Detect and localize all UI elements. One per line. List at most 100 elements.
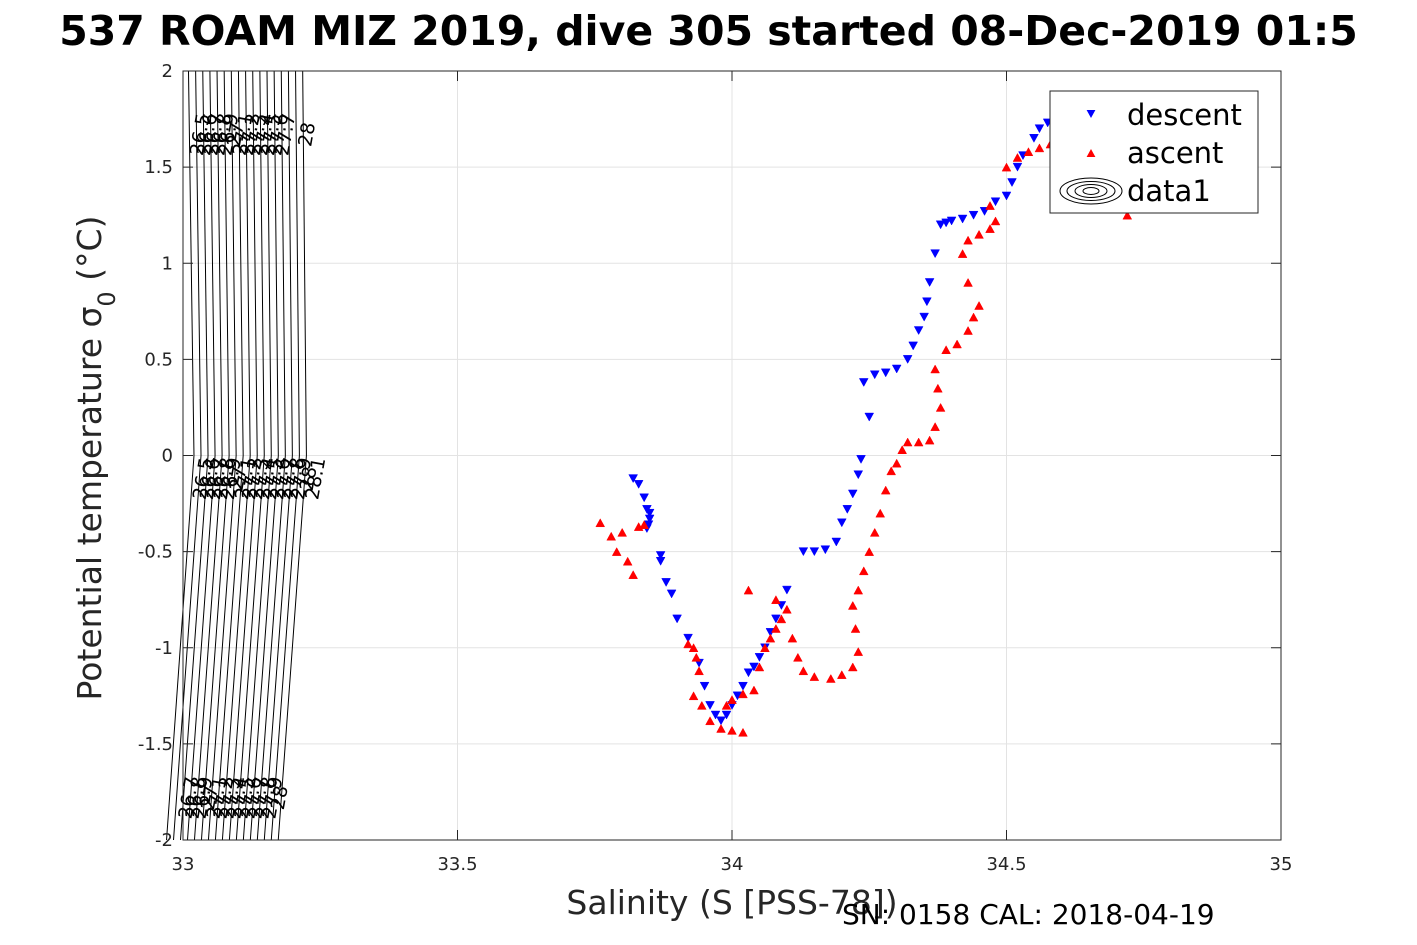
ascent-point xyxy=(935,402,946,412)
isopycnal-line xyxy=(263,70,293,841)
y-tick-label: 1 xyxy=(162,253,173,274)
descent-point xyxy=(836,518,847,528)
isopycnal-line xyxy=(242,70,272,841)
isopycnal-line xyxy=(249,70,279,841)
legend-label: ascent xyxy=(1127,136,1223,170)
descent-point xyxy=(869,370,880,380)
legend: descent ascent data1 xyxy=(1049,90,1259,214)
descent-point xyxy=(930,249,940,259)
legend-contour-icon xyxy=(1082,187,1100,195)
ascent-point xyxy=(853,647,864,656)
isopycnal-line xyxy=(186,70,216,841)
descent-point xyxy=(1034,124,1045,134)
descent-point xyxy=(661,578,671,587)
y-tick-label: -2 xyxy=(155,830,173,851)
contour-label: 27 xyxy=(226,465,252,493)
descent-point xyxy=(809,547,820,557)
descent-point xyxy=(655,556,666,566)
y-tick-label: 2 xyxy=(162,61,173,82)
legend-box xyxy=(1049,90,1259,214)
descent-point xyxy=(891,364,902,374)
ascent-point xyxy=(798,666,809,676)
descent-point xyxy=(705,701,715,710)
contour-label: 27 xyxy=(197,784,223,812)
ascent-point xyxy=(622,556,633,566)
ascent-point xyxy=(793,652,803,662)
descent-point xyxy=(908,341,918,351)
descent-point xyxy=(922,297,932,307)
descent-point xyxy=(902,355,913,364)
descent-point xyxy=(1029,134,1039,143)
ascent-point xyxy=(760,643,770,652)
ascent-point xyxy=(933,383,943,393)
legend-contour-icon xyxy=(1074,184,1108,198)
isopycnal-line xyxy=(221,70,251,841)
ascent-point xyxy=(721,700,732,710)
descent-point xyxy=(738,681,748,691)
descent-point xyxy=(628,474,639,484)
ascent-point xyxy=(1034,143,1045,153)
ascent-point xyxy=(688,643,699,652)
series-ascent xyxy=(595,137,1133,737)
ascent-point xyxy=(771,595,781,604)
descent-point xyxy=(666,589,677,599)
descent-point xyxy=(842,505,853,514)
legend-descent-marker xyxy=(1086,110,1096,118)
descent-point xyxy=(716,716,726,726)
y-tick-label: 0 xyxy=(162,446,173,467)
x-axis-label: Salinity (S [PSS-78]) xyxy=(566,883,897,922)
y-tick-label: 0.5 xyxy=(144,349,173,370)
ascent-point xyxy=(628,570,639,579)
ascent-point xyxy=(963,277,973,287)
ascent-point xyxy=(606,531,617,541)
descent-point xyxy=(771,614,781,624)
ascent-point xyxy=(957,249,968,258)
axes: 33 33.5 34 34.5 35 -2 -1.5 -1 -0.5 0 0.5 1 1.5 2 xyxy=(138,61,1293,875)
ascent-point xyxy=(683,639,693,649)
isopycnal-line xyxy=(207,70,237,841)
descent-point xyxy=(935,220,946,230)
isopycnal-line xyxy=(235,70,265,841)
ascent-point xyxy=(743,585,754,595)
ascent-point xyxy=(727,695,737,704)
ascent-point xyxy=(696,700,707,710)
chart-title: 537 ROAM MIZ 2019, dive 305 started 08-D… xyxy=(59,7,1358,55)
ascent-point xyxy=(886,466,897,476)
descent-point xyxy=(856,455,866,464)
ascent-point xyxy=(595,518,606,528)
calibration-footer: SN: 0158 CAL: 2018-04-19 xyxy=(842,898,1215,931)
descent-point xyxy=(1012,162,1023,172)
descent-point xyxy=(743,668,754,678)
ascent-point xyxy=(930,364,940,374)
legend-label: descent xyxy=(1127,98,1242,132)
ascent-point xyxy=(1122,210,1133,220)
ascent-point xyxy=(694,666,704,676)
ascent-point xyxy=(974,229,984,239)
ascent-point xyxy=(869,527,880,537)
descent-point xyxy=(754,653,765,662)
descent-point xyxy=(1007,178,1017,188)
ascent-point xyxy=(880,485,891,495)
ascent-point xyxy=(864,547,875,556)
descent-point xyxy=(672,614,682,624)
ascent-point xyxy=(738,689,748,699)
descent-point xyxy=(858,378,869,387)
descent-point xyxy=(644,508,655,518)
isopycnal-line xyxy=(256,70,286,841)
descent-point xyxy=(749,662,759,672)
isopycnal-line xyxy=(270,70,300,841)
ascent-point xyxy=(985,224,995,233)
descent-point xyxy=(633,480,644,489)
y-axis-label: Potential temperature σ0 (°C) xyxy=(70,216,121,701)
ascent-point xyxy=(974,301,984,310)
descent-point xyxy=(644,514,655,524)
contour-label: 28 xyxy=(294,121,320,149)
legend-ascent-marker xyxy=(1086,149,1096,157)
ascent-point xyxy=(787,633,798,643)
ascent-point xyxy=(765,633,776,643)
x-tick-label: 33 xyxy=(172,854,195,875)
descent-point xyxy=(782,585,792,595)
ascent-point xyxy=(749,685,759,695)
descent-point xyxy=(968,210,979,220)
x-tick-label: 33.5 xyxy=(437,854,477,875)
